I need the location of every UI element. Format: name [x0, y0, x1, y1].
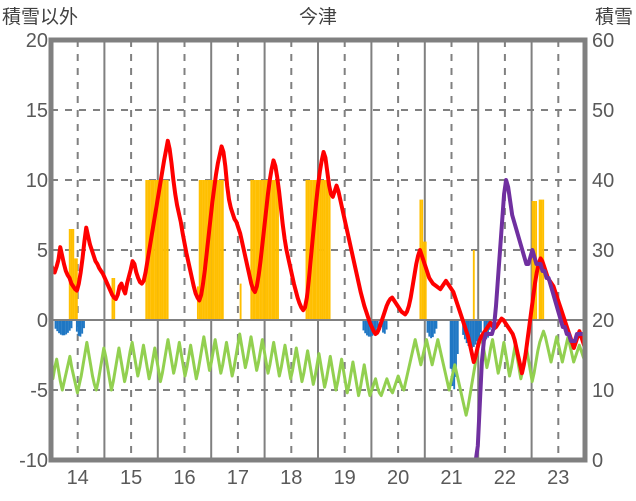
x-axis-tick-23: 23 [547, 467, 570, 489]
y-axis-left-tick-20: 20 [25, 30, 48, 52]
y-axis-right-tick-30: 30 [592, 240, 615, 262]
plot-frame [48, 37, 588, 463]
y-axis-right-tick-20: 20 [592, 310, 615, 332]
x-axis-tick-15: 15 [119, 467, 143, 489]
left-axis-title: 積雪以外 [2, 7, 79, 28]
x-axis-tick-19: 19 [333, 467, 356, 489]
green-line-series [49, 329, 587, 417]
y-axis-right-tick-40: 40 [592, 170, 615, 192]
right-axis-title: 積雪 [594, 7, 633, 28]
y-axis-left-tick-5: 5 [36, 240, 48, 262]
x-axis-tick-17: 17 [226, 467, 249, 489]
y-axis-left-tick-15: 15 [25, 100, 48, 122]
y-axis-right-tick-10: 10 [592, 380, 615, 402]
red-line-series [49, 138, 587, 376]
x-axis-tick-22: 22 [493, 467, 516, 489]
y-axis-left-tick--5: -5 [30, 380, 48, 402]
y-axis-left-tick-0: 0 [36, 310, 48, 332]
x-axis-tick-20: 20 [386, 467, 410, 489]
y-axis-left-tick-10: 10 [25, 170, 48, 192]
x-axis-tick-16: 16 [173, 467, 196, 489]
x-axis-tick-14: 14 [66, 467, 89, 489]
y-axis-right-tick-60: 60 [592, 30, 615, 52]
y-axis-left-tick--10: -10 [19, 450, 48, 472]
y-axis-right-tick-0: 0 [592, 450, 604, 472]
x-axis-tick-18: 18 [280, 467, 303, 489]
chart-title: 今津 [298, 7, 337, 28]
x-axis-tick-21: 21 [440, 467, 463, 489]
y-axis-right-tick-50: 50 [592, 100, 615, 122]
